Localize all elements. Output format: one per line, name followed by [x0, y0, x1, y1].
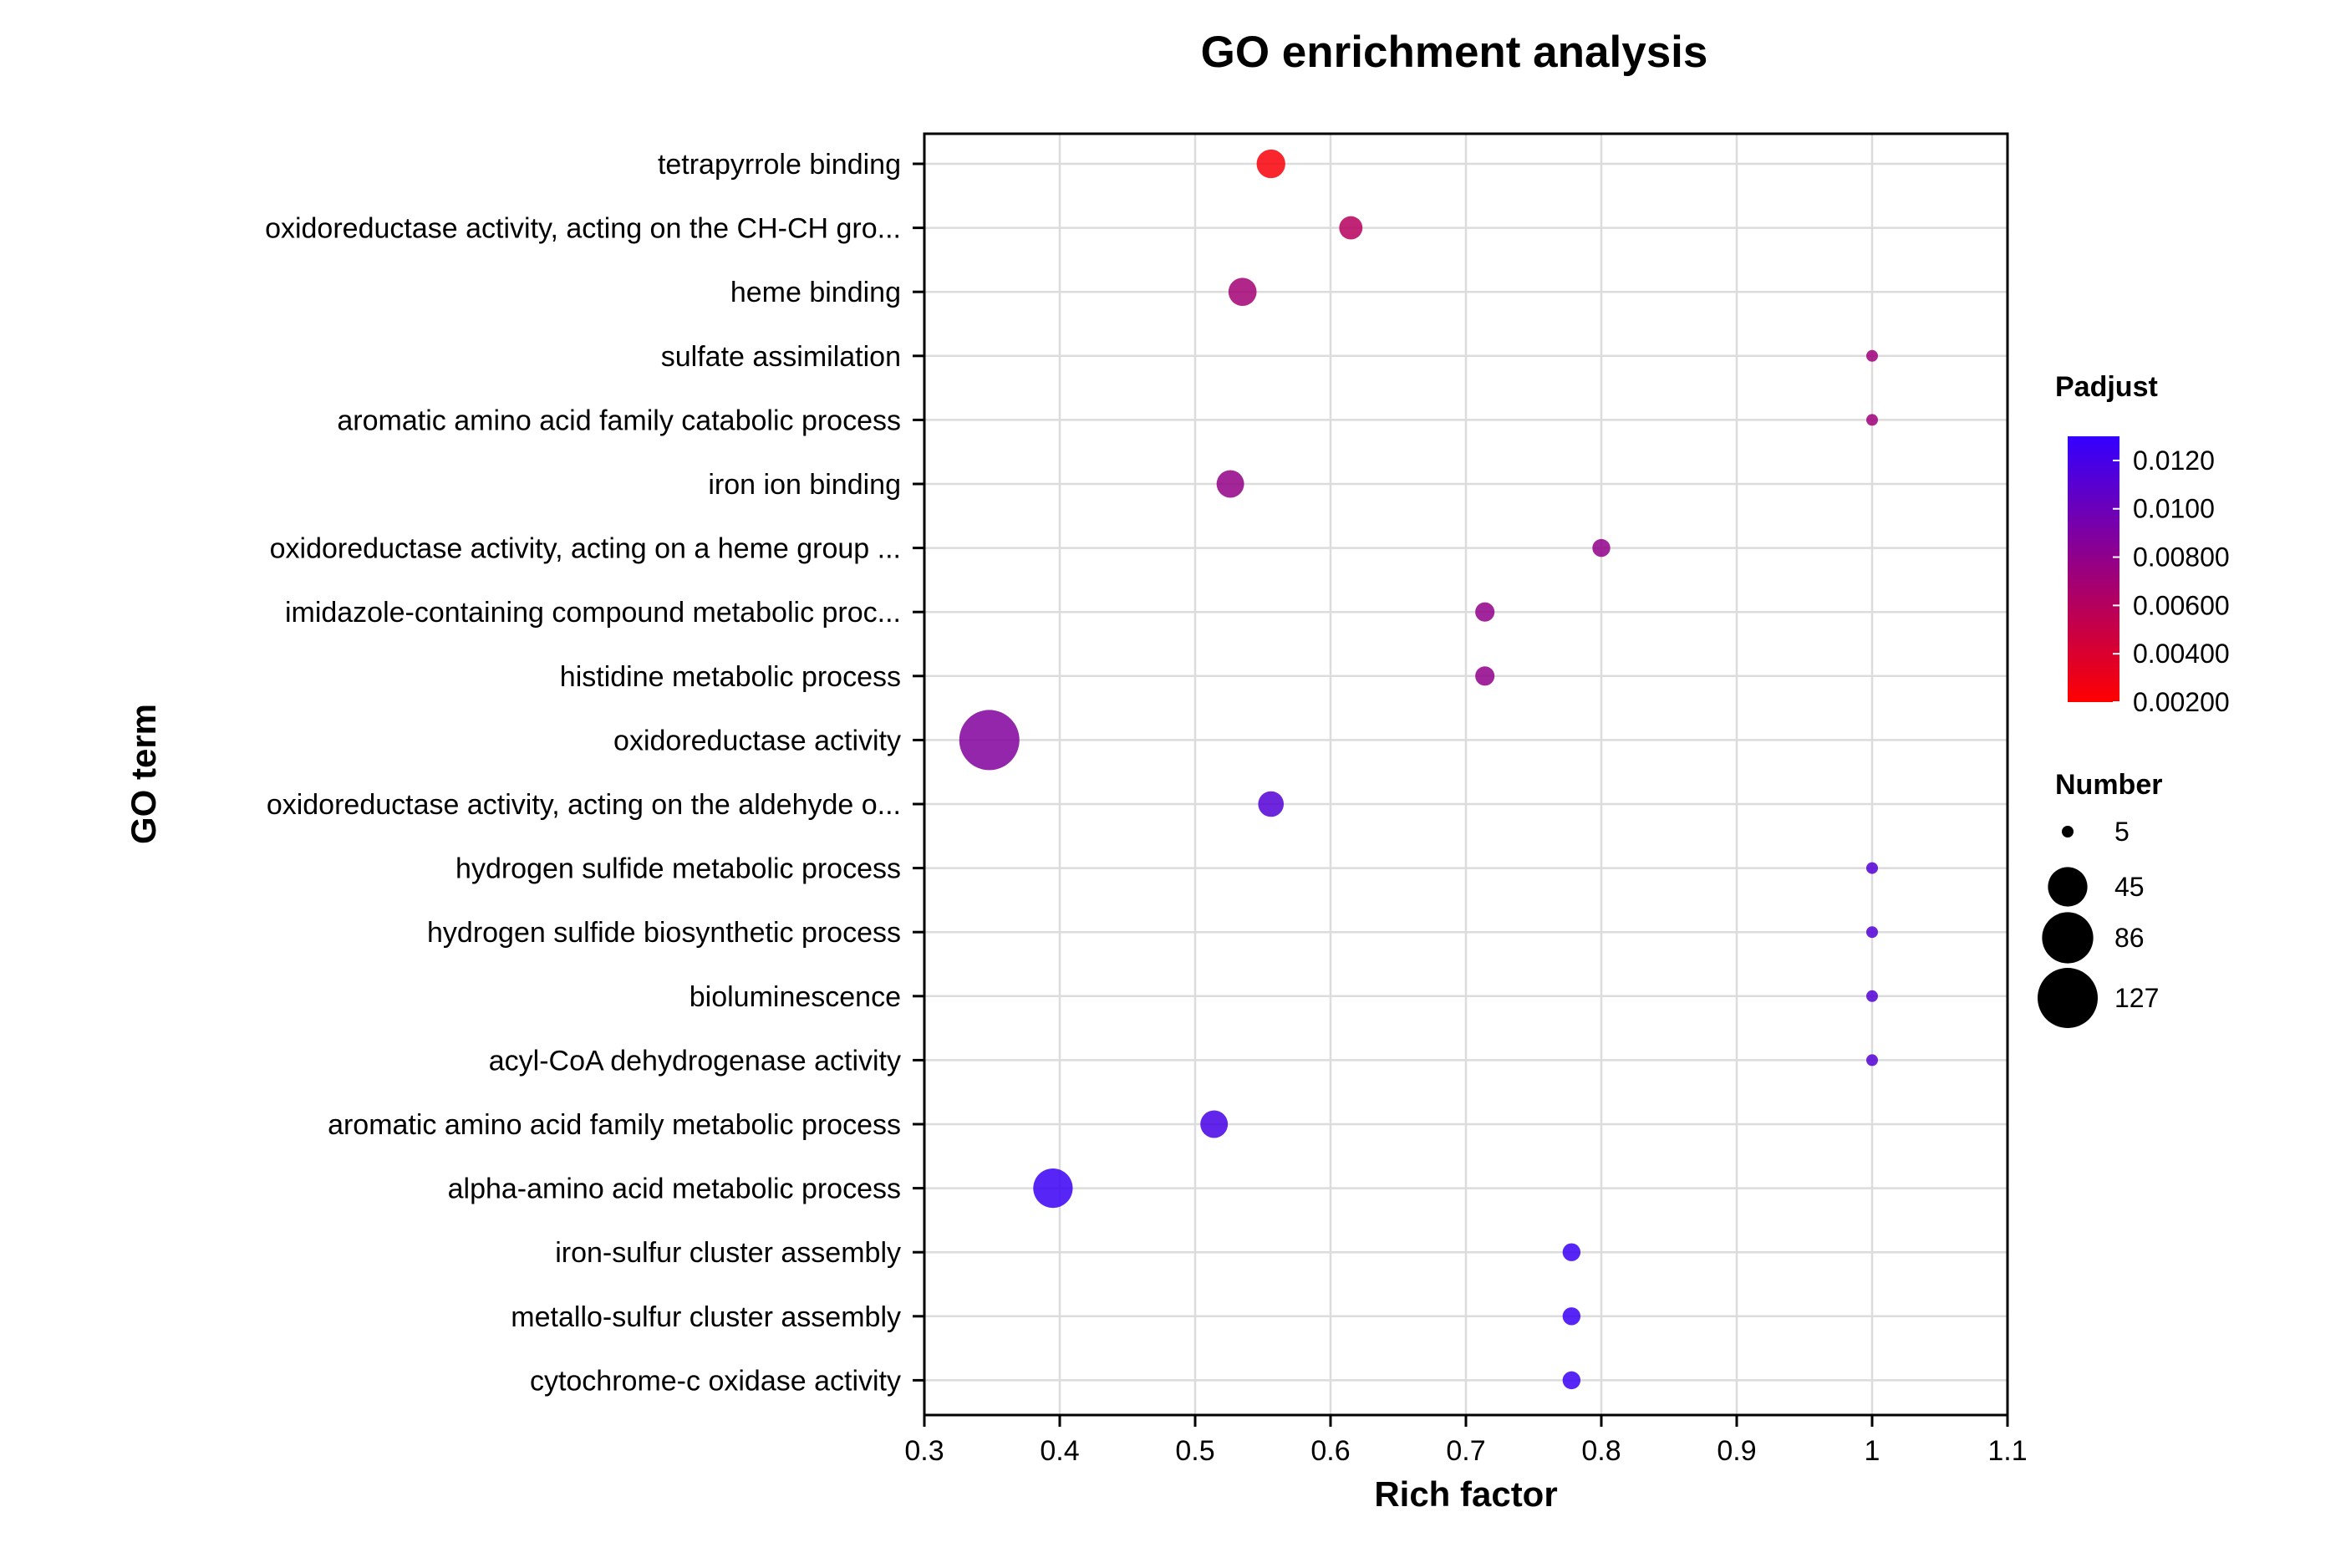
- y-tick-label: bioluminescence: [690, 981, 901, 1013]
- colorbar-tick-label: 0.00800: [2133, 542, 2230, 573]
- data-point: [1256, 149, 1285, 179]
- y-tick-label: iron-sulfur cluster assembly: [555, 1237, 901, 1269]
- y-tick-label: imidazole-containing compound metabolic …: [285, 597, 901, 629]
- y-tick-label: histidine metabolic process: [560, 661, 901, 693]
- data-point: [1258, 791, 1285, 817]
- padjust-legend-title: Padjust: [2055, 371, 2158, 403]
- size-legend-marker: [2062, 826, 2074, 837]
- y-tick-label: oxidoreductase activity, acting on a hem…: [270, 533, 901, 565]
- size-legend-label: 127: [2114, 983, 2159, 1013]
- y-tick-label: iron ion binding: [708, 469, 901, 501]
- data-point: [1339, 216, 1363, 240]
- data-point: [1592, 538, 1611, 557]
- y-tick-label: acyl-CoA dehydrogenase activity: [489, 1045, 901, 1077]
- y-tick-label: oxidoreductase activity: [613, 725, 901, 756]
- x-tick-label: 0.8: [1581, 1435, 1621, 1467]
- data-point: [1866, 414, 1878, 426]
- colorbar-tick-label: 0.0100: [2133, 494, 2215, 524]
- data-point: [1866, 862, 1878, 874]
- data-point: [1562, 1307, 1581, 1326]
- size-legend-marker: [2038, 968, 2098, 1028]
- data-point: [1562, 1371, 1581, 1390]
- padjust-colorbar: [2068, 436, 2119, 702]
- grid-layer: [923, 134, 2009, 1415]
- x-tick-label: 0.3: [904, 1435, 944, 1467]
- data-point: [1866, 1054, 1878, 1067]
- x-tick-label: 0.4: [1040, 1435, 1079, 1467]
- number-legend-title: Number: [2055, 769, 2162, 801]
- colorbar-tick-label: 0.0120: [2133, 445, 2215, 476]
- colorbar-tick-label: 0.00600: [2133, 590, 2230, 620]
- y-tick-label: aromatic amino acid family catabolic pro…: [337, 405, 901, 436]
- y-axis: tetrapyrrole binding oxidoreductase activ…: [265, 149, 924, 1397]
- chart-title: GO enrichment analysis: [1201, 28, 1708, 77]
- data-point: [1228, 277, 1257, 307]
- y-tick-label: oxidoreductase activity, acting on the C…: [265, 213, 901, 245]
- data-point: [1866, 990, 1878, 1002]
- point-layer: [959, 149, 1878, 1390]
- y-axis-title: GO term: [124, 704, 163, 844]
- data-point: [1200, 1110, 1229, 1138]
- x-axis-title: Rich factor: [1374, 1474, 1557, 1514]
- size-legend-marker: [2042, 912, 2094, 964]
- size-legend-label: 86: [2114, 923, 2145, 953]
- data-point: [1866, 349, 1878, 362]
- data-point: [959, 710, 1020, 771]
- x-tick-label: 0.7: [1446, 1435, 1485, 1467]
- x-tick-label: 0.6: [1310, 1435, 1350, 1467]
- data-point: [1033, 1168, 1073, 1209]
- data-point: [1562, 1243, 1581, 1261]
- colorbar-tick-label: 0.00200: [2133, 687, 2230, 717]
- x-tick-label: 1: [1865, 1435, 1880, 1467]
- y-tick-label: hydrogen sulfide biosynthetic process: [427, 917, 901, 949]
- size-legend-marker: [2048, 867, 2088, 907]
- padjust-legend: Padjust 0.0120 0.0100 0.00800 0.00600 0.0040…: [2055, 371, 2230, 717]
- data-point: [1475, 602, 1495, 622]
- y-tick-label: aromatic amino acid family metabolic pro…: [328, 1109, 901, 1141]
- y-tick-label: cytochrome-c oxidase activity: [530, 1365, 901, 1397]
- y-tick-label: oxidoreductase activity, acting on the a…: [267, 789, 901, 821]
- colorbar-tick-label: 0.00400: [2133, 639, 2230, 669]
- y-tick-label: metallo-sulfur cluster assembly: [511, 1301, 901, 1333]
- number-legend: Number 5 45 86 127: [2038, 769, 2162, 1028]
- x-tick-label: 1.1: [1987, 1435, 2027, 1467]
- data-point: [1216, 470, 1244, 498]
- data-point: [1866, 926, 1878, 939]
- data-point: [1475, 666, 1495, 686]
- x-axis: 0.3 0.4 0.5 0.6 0.7 0.8 0.9 1 1.1: [904, 1415, 2028, 1467]
- y-tick-label: hydrogen sulfide metabolic process: [455, 853, 901, 885]
- y-tick-label: heme binding: [730, 277, 901, 308]
- size-legend-label: 45: [2114, 872, 2145, 902]
- y-tick-label: alpha-amino acid metabolic process: [448, 1173, 901, 1205]
- x-tick-label: 0.5: [1175, 1435, 1214, 1467]
- size-legend-label: 5: [2114, 817, 2130, 847]
- y-tick-label: tetrapyrrole binding: [658, 149, 901, 181]
- x-tick-label: 0.9: [1717, 1435, 1756, 1467]
- y-tick-label: sulfate assimilation: [661, 341, 901, 373]
